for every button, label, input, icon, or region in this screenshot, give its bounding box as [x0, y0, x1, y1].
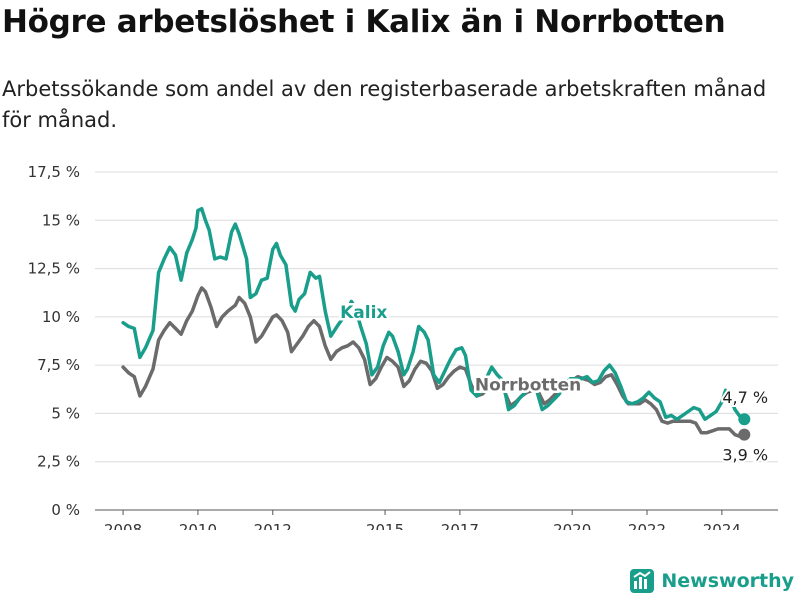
- y-tick-label: 17,5 %: [28, 163, 80, 181]
- series-line-norrbotten: [121, 286, 747, 439]
- x-tick-label: 2010: [179, 521, 217, 530]
- brand-name: Newsworthy: [661, 570, 794, 592]
- page-subtitle: Arbetssökande som andel av den registerb…: [2, 77, 767, 132]
- brand: Newsworthy: [629, 568, 794, 594]
- y-tick-label: 5 %: [51, 404, 80, 422]
- x-tick-label: 2015: [366, 521, 404, 530]
- end-label-norrbotten: 3,9 %: [722, 446, 768, 465]
- x-tick-label: 2017: [441, 521, 479, 530]
- y-tick-label: 15 %: [42, 211, 80, 229]
- end-label-kalix: 4,7 %: [722, 388, 768, 407]
- x-tick-label: 2008: [104, 521, 142, 530]
- x-axis: 2008 2010 2012 2015 2017 2020 2022 2024: [95, 509, 778, 530]
- newsworthy-logo-icon: [630, 569, 655, 593]
- y-tick-label: 0 %: [51, 501, 80, 519]
- page-title: Högre arbetslöshet i Kalix än i Norrbott…: [2, 4, 726, 40]
- x-tick-label: 2022: [628, 521, 666, 530]
- line-chart: 0 % 2,5 % 5 % 7,5 % 10 % 12,5 % 15 % 17,5 % 200…: [28, 163, 778, 530]
- x-tick-label: 2024: [703, 521, 741, 530]
- series-labels: Kalix Norrbotten 4,7 % 3,9 %: [338, 300, 770, 466]
- series-lines: [121, 206, 751, 441]
- y-tick-label: 12,5 %: [28, 260, 80, 278]
- end-point-kalix: [738, 413, 751, 426]
- x-tick-label: 2012: [254, 521, 292, 530]
- end-point-norrbotten: [738, 428, 751, 441]
- y-axis-tick-labels: 0 % 2,5 % 5 % 7,5 % 10 % 12,5 % 15 % 17,5 %: [28, 163, 80, 519]
- y-tick-label: 2,5 %: [37, 453, 80, 471]
- series-line-kalix: [121, 206, 747, 421]
- y-tick-label: 10 %: [42, 308, 80, 326]
- grid-lines: [95, 171, 778, 463]
- series-label-norrbotten: Norrbotten: [475, 375, 581, 395]
- series-label-kalix: Kalix: [340, 303, 387, 323]
- y-tick-label: 7,5 %: [37, 356, 80, 374]
- x-tick-label: 2020: [553, 521, 591, 530]
